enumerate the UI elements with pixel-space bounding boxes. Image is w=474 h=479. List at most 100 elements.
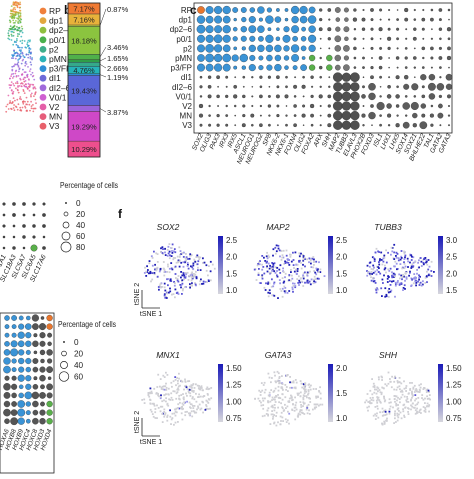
panel-f-cell — [168, 291, 170, 294]
panel-f-cell — [292, 264, 295, 266]
panel-c-dot — [353, 56, 357, 60]
panel-f-cell — [366, 270, 368, 272]
panel-f-cell — [421, 394, 424, 396]
panel-f-cell — [309, 259, 312, 262]
panel-a-cell-dot — [12, 83, 15, 85]
panel-d-dot — [17, 417, 25, 425]
panel-f-cell — [163, 415, 166, 418]
panel-f-cell — [415, 389, 418, 391]
panel-f-cell — [388, 412, 391, 415]
panel-a-cell-dot — [18, 70, 20, 73]
panel-c-dot — [214, 15, 223, 24]
panel-c-dot — [387, 113, 392, 118]
panel-f-cell — [157, 394, 159, 397]
panel-f-cell — [180, 407, 182, 409]
panel-a-cell-dot — [22, 102, 25, 105]
panel-c-dot — [251, 76, 254, 79]
panel-f-cell — [370, 279, 373, 282]
panel-f-cell — [382, 282, 384, 284]
panel-f-cell — [179, 384, 181, 387]
panel-f-cell — [185, 256, 188, 259]
panel-c-dot — [234, 76, 237, 79]
panel-f-cell — [267, 372, 270, 375]
panel-f-cell — [189, 286, 191, 289]
panel-c-row-label: dp2–6 — [170, 25, 193, 34]
panel-f-cell — [166, 402, 169, 405]
panel-b-side-label: 1.65% — [107, 54, 129, 63]
panel-c-dot — [259, 75, 263, 79]
panel-f-cell — [262, 404, 265, 406]
panel-f-cell — [274, 272, 277, 274]
panel-f-cell — [302, 272, 305, 275]
panel-f-cell — [274, 246, 277, 249]
panel-f-cell — [159, 283, 162, 285]
panel-a-legend-swatch — [39, 74, 47, 82]
panel-f-cell — [272, 264, 275, 267]
panel-f-cell — [196, 408, 198, 411]
panel-a-cell-dot — [12, 90, 15, 93]
panel-f-cell — [202, 262, 204, 264]
panel-a-cell-dot — [11, 15, 14, 18]
panel-c-dot — [438, 103, 443, 109]
panel-f-cell — [314, 403, 317, 406]
panel-f-cell — [280, 250, 283, 252]
panel-d-legend-circle — [63, 341, 65, 343]
panel-f-cell — [373, 258, 376, 261]
panel-f-cell — [403, 387, 406, 390]
panel-f-cell — [273, 421, 276, 424]
panel-f-cell — [171, 243, 174, 246]
panel-c-dot — [242, 104, 246, 108]
panel-f-cell — [174, 296, 176, 299]
panel-c-dot — [362, 37, 365, 40]
panel-f-cell — [391, 375, 393, 378]
panel-f-cell — [205, 399, 208, 402]
panel-f-cell — [424, 402, 426, 404]
panel-f-cell — [171, 268, 174, 271]
panel-f-cell — [167, 393, 170, 396]
panel-f-cell — [281, 375, 283, 377]
panel-a-legend-swatch — [39, 94, 47, 101]
panel-f-cell — [405, 276, 408, 279]
panel-a-cell-dot — [27, 53, 30, 56]
panel-c-dot — [327, 123, 332, 128]
panel-f-cell — [405, 390, 407, 392]
panel-f-cell — [289, 386, 291, 389]
panel-d-gene-label: HOXA6 — [0, 428, 11, 451]
panel-f-cell — [182, 393, 184, 395]
panel-f-cell — [193, 387, 196, 389]
panel-f-cell — [396, 412, 399, 415]
panel-c-dot — [341, 120, 351, 130]
panel-f-cell — [430, 260, 433, 263]
panel-f-cell — [420, 260, 423, 263]
panel-c-dot — [249, 35, 256, 42]
panel-f-cell — [173, 281, 175, 283]
panel-f-cell — [175, 384, 177, 387]
panel-a-cell-dot — [14, 4, 17, 7]
panel-c-dot — [437, 112, 444, 119]
panel-c-dot — [428, 93, 436, 100]
panel-f-cell — [365, 399, 368, 402]
panel-a-cell-dot — [16, 38, 18, 40]
panel-c-dot — [267, 27, 272, 32]
panel-f-cell — [428, 397, 430, 400]
panel-f-cell — [265, 266, 268, 269]
panel-f-cell — [177, 387, 179, 390]
panel-d-dot — [39, 340, 46, 347]
panel-f-cell — [270, 405, 273, 408]
panel-f-cell — [377, 266, 380, 268]
panel-f-cell — [308, 409, 310, 412]
panel-f-cell — [287, 400, 290, 403]
panel-f-cell — [302, 258, 305, 261]
panel-e-dot — [22, 235, 26, 239]
panel-f-cell — [158, 284, 161, 287]
panel-a-cell-dot — [19, 40, 22, 43]
panel-a-cell-dot — [21, 39, 24, 42]
panel-f-cell — [184, 272, 187, 274]
panel-c-dot — [328, 47, 331, 50]
panel-c-dot — [448, 66, 450, 69]
panel-c-dot — [413, 47, 416, 50]
panel-f-colorbar-tick: 1.0 — [226, 286, 238, 295]
panel-f-cell — [278, 279, 281, 281]
panel-f-cell — [428, 265, 431, 268]
